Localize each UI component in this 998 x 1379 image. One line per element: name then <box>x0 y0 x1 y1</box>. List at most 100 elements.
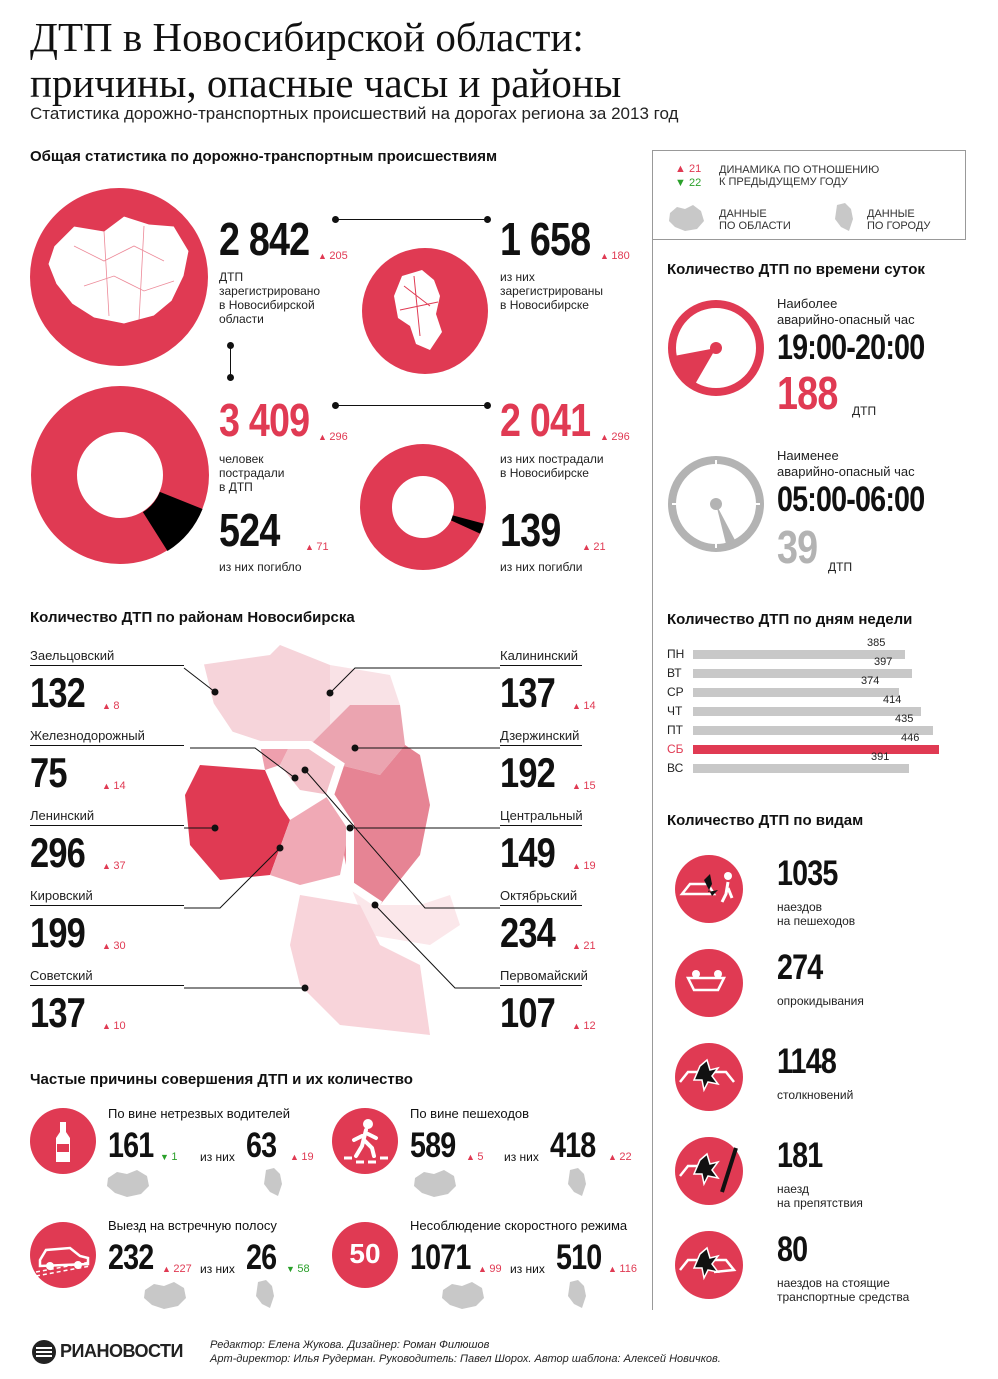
type-value: 80 <box>777 1230 808 1269</box>
most-unit: ДТП <box>852 404 877 418</box>
district-name: Дзержинский <box>500 728 582 746</box>
legend-city: ДАННЫЕ ПО ГОРОДУ <box>867 208 931 232</box>
district-delta: 12 <box>572 1020 595 1032</box>
weekday-label: ПТ <box>667 723 683 737</box>
district-name: Калининский <box>500 648 582 666</box>
district-value: 137 <box>500 669 556 716</box>
weekday-value: 435 <box>895 713 914 725</box>
region-injured-label: человек пострадали в ДТП <box>219 452 285 494</box>
region-injured-value: 3 409 <box>219 394 310 446</box>
cause-1-region-delta: 1 <box>160 1151 177 1163</box>
city-map-icon <box>256 1280 274 1308</box>
least-unit: ДТП <box>828 560 853 574</box>
weekday-label: СР <box>667 685 684 699</box>
legend-region: ДАННЫЕ ПО ОБЛАСТИ <box>719 208 791 232</box>
weekday-bar <box>693 669 912 678</box>
weekday-bar <box>693 726 933 735</box>
district-delta: 37 <box>102 860 125 872</box>
novosibirsk-district-map <box>185 645 460 1035</box>
sidebar-divider <box>652 240 653 1310</box>
weekday-bar <box>693 745 939 754</box>
oncoming-icon-bg <box>30 1222 96 1288</box>
accident-type-icon <box>675 1043 743 1111</box>
cause-1-city: 63 <box>246 1126 277 1165</box>
clock-least-icon <box>668 456 764 552</box>
accident-type-icon <box>675 855 743 923</box>
type-label: наезд <box>777 1182 809 1196</box>
weekday-label: СБ <box>667 742 684 756</box>
cause-4-of-them: из них <box>510 1262 545 1276</box>
cause-4-region-delta: 99 <box>478 1263 501 1275</box>
weekday-value: 391 <box>871 751 890 763</box>
district-delta: 8 <box>102 700 119 712</box>
ria-logo-icon <box>32 1340 56 1364</box>
cause-1-of-them: из них <box>200 1150 235 1164</box>
region-killed-delta: 71 <box>305 541 328 553</box>
city-killed-value: 139 <box>500 504 561 556</box>
type-label: наездов <box>777 900 822 914</box>
district-value: 75 <box>30 749 67 796</box>
region-map-icon <box>144 1282 186 1309</box>
car-oncoming-icon <box>35 1246 91 1277</box>
city-injured-label: из них пострадали в Новосибирске <box>500 452 604 480</box>
cause-3-region-delta: 227 <box>162 1263 191 1275</box>
type-label-2: на пешеходов <box>777 914 856 928</box>
district-name: Первомайский <box>500 968 588 986</box>
city-injured-value: 2 041 <box>500 394 591 446</box>
weekday-value: 446 <box>901 732 920 744</box>
district-value: 132 <box>30 669 86 716</box>
least-hour: 05:00-06:00 <box>777 480 925 519</box>
speed-limit-icon: 50 <box>349 1238 381 1269</box>
districts-heading: Количество ДТП по районам Новосибирска <box>30 609 355 626</box>
city-killed-delta: 21 <box>582 541 605 553</box>
district-delta: 19 <box>572 860 595 872</box>
type-label: опрокидывания <box>777 994 864 1008</box>
connector <box>336 219 486 220</box>
cause-2-city: 418 <box>550 1126 596 1165</box>
weekday-label: ВТ <box>667 666 682 680</box>
district-name: Заельцовский <box>30 648 184 666</box>
district-name: Центральный <box>500 808 583 826</box>
legend-down: ▼ 22 <box>675 177 702 189</box>
district-name: Ленинский <box>30 808 184 826</box>
district-name: Кировский <box>30 888 184 906</box>
city-map-icon <box>568 1168 586 1196</box>
type-value: 1035 <box>777 854 838 893</box>
district-name: Октябрьский <box>500 888 582 906</box>
district-value: 192 <box>500 749 556 796</box>
types-heading: Количество ДТП по видам <box>667 812 864 829</box>
region-accidents-delta: 205 <box>318 250 347 262</box>
type-value: 274 <box>777 948 823 987</box>
city-map-icon <box>835 203 853 231</box>
district-value: 199 <box>30 909 86 956</box>
region-injured-delta: 296 <box>318 431 347 443</box>
district-value: 296 <box>30 829 86 876</box>
type-label: наездов на стоящие <box>777 1276 890 1290</box>
region-accidents-value: 2 842 <box>219 213 310 265</box>
city-map <box>394 270 442 350</box>
type-value: 1148 <box>777 1042 837 1081</box>
city-injured-donut <box>360 444 486 570</box>
district-delta: 14 <box>572 700 595 712</box>
district-delta: 10 <box>102 1020 125 1032</box>
cause-2-city-delta: 22 <box>608 1151 631 1163</box>
weekday-value: 385 <box>867 637 886 649</box>
page-subtitle: Статистика дорожно-транспортных происшес… <box>30 104 679 123</box>
region-map <box>47 215 190 325</box>
district-value: 107 <box>500 989 556 1036</box>
legend-dynamics: ДИНАМИКА ПО ОТНОШЕНИЮ К ПРЕДЫДУЩЕМУ ГОДУ <box>719 164 880 188</box>
causes-heading: Частые причины совершения ДТП и их колич… <box>30 1071 413 1088</box>
region-injured-donut <box>31 386 209 564</box>
credits: Редактор: Елена Жукова. Дизайнер: Роман … <box>210 1339 721 1365</box>
most-hour: 19:00-20:00 <box>777 328 925 367</box>
bottle-icon <box>56 1122 70 1162</box>
cause-2-region: 589 <box>410 1126 456 1165</box>
accident-type-icon <box>675 1137 743 1205</box>
weekday-bar <box>693 707 921 716</box>
city-map-icon <box>264 1168 282 1196</box>
time-heading: Количество ДТП по времени суток <box>667 261 925 278</box>
cause-2-region-delta: 5 <box>466 1151 483 1163</box>
cause-1-label: По вине нетрезвых водителей <box>108 1106 291 1121</box>
type-label-2: транспортные средства <box>777 1290 910 1304</box>
accident-type-icon <box>675 949 743 1017</box>
